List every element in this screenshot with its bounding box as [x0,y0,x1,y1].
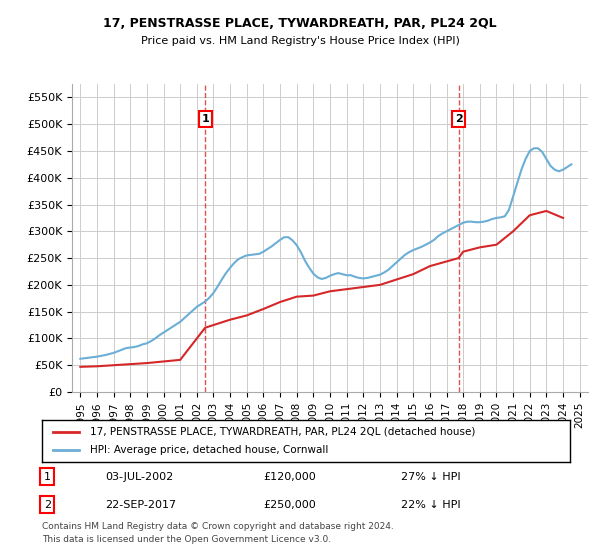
Text: 22% ↓ HPI: 22% ↓ HPI [401,500,461,510]
Text: 27% ↓ HPI: 27% ↓ HPI [401,472,461,482]
Text: Contains HM Land Registry data © Crown copyright and database right 2024.: Contains HM Land Registry data © Crown c… [42,522,394,531]
Text: £120,000: £120,000 [264,472,317,482]
Text: This data is licensed under the Open Government Licence v3.0.: This data is licensed under the Open Gov… [42,534,331,544]
Text: HPI: Average price, detached house, Cornwall: HPI: Average price, detached house, Corn… [89,445,328,455]
Text: 17, PENSTRASSE PLACE, TYWARDREATH, PAR, PL24 2QL (detached house): 17, PENSTRASSE PLACE, TYWARDREATH, PAR, … [89,427,475,437]
Text: Price paid vs. HM Land Registry's House Price Index (HPI): Price paid vs. HM Land Registry's House … [140,36,460,46]
Text: 17, PENSTRASSE PLACE, TYWARDREATH, PAR, PL24 2QL: 17, PENSTRASSE PLACE, TYWARDREATH, PAR, … [103,17,497,30]
Text: 2: 2 [44,500,51,510]
Text: £250,000: £250,000 [264,500,317,510]
Text: 22-SEP-2017: 22-SEP-2017 [106,500,176,510]
Text: 03-JUL-2002: 03-JUL-2002 [106,472,173,482]
Text: 2: 2 [455,114,463,124]
Text: 1: 1 [201,114,209,124]
Text: 1: 1 [44,472,51,482]
